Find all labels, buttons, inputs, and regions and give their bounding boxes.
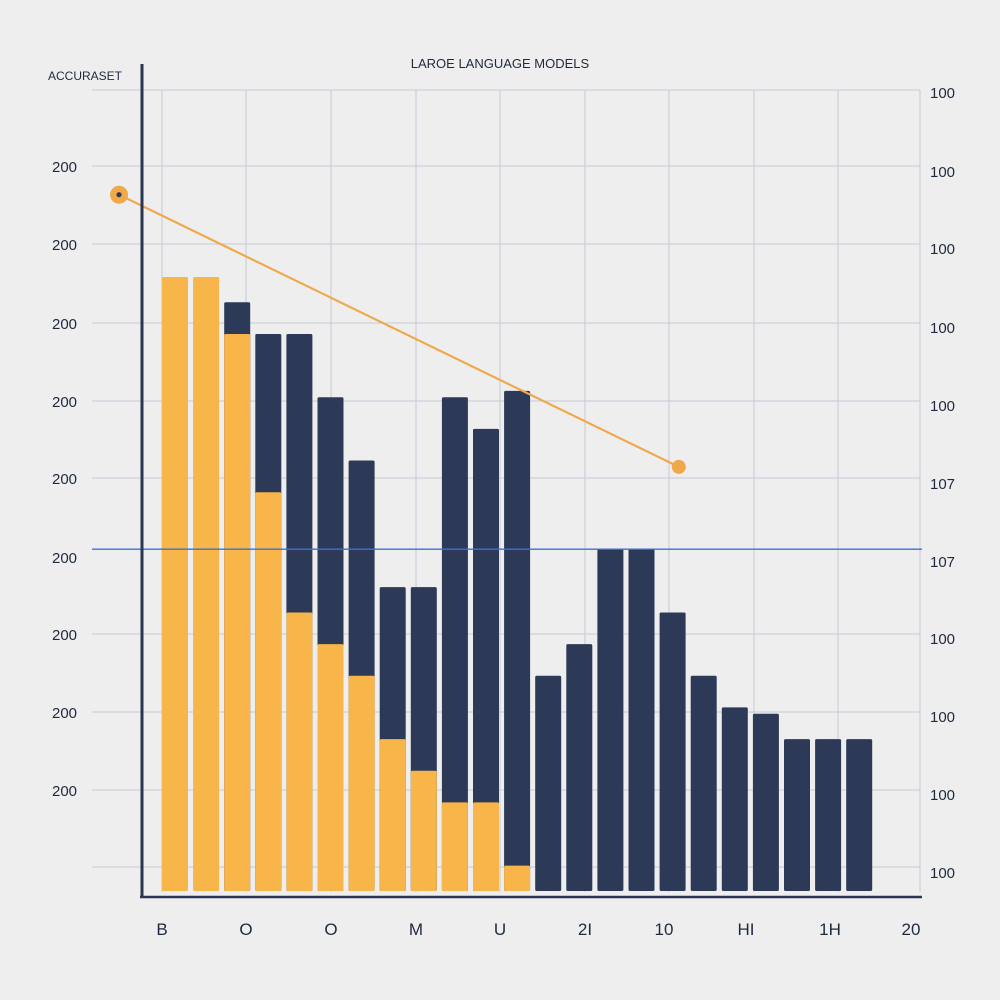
y-tick-label: 200 — [52, 159, 77, 176]
trend-end-point — [671, 459, 686, 474]
bar-orange — [441, 802, 468, 891]
x-tick-label: 1H — [819, 920, 841, 939]
bar-navy — [504, 390, 531, 891]
bar-orange — [286, 612, 313, 891]
y2-tick-label: 107 — [930, 554, 955, 571]
y2-tick-label: 107 — [930, 476, 955, 493]
x-tick-label: 10 — [655, 920, 674, 939]
bar-navy — [473, 428, 499, 891]
bar-orange — [224, 333, 251, 892]
y-tick-label: 200 — [52, 316, 77, 333]
y-axis-label: ACCURASET — [48, 69, 123, 83]
axes — [140, 64, 922, 899]
y2-tick-labels: 100 100 100 100 100 107 107 100 100 100 100 — [930, 85, 955, 882]
bar-navy — [535, 675, 562, 891]
y2-tick-label: 100 — [930, 865, 955, 882]
y-tick-label: 200 — [52, 394, 77, 411]
x-tick-label: 20 — [902, 920, 921, 939]
bar-navy — [441, 397, 468, 891]
bar-navy — [566, 644, 593, 891]
x-tick-label: B — [156, 920, 167, 939]
bar-orange — [317, 644, 344, 891]
y2-tick-label: 100 — [930, 85, 955, 102]
y-tick-label: 200 — [52, 705, 77, 722]
bar-orange — [193, 276, 220, 891]
x-tick-label: O — [324, 920, 337, 939]
y2-tick-label: 100 — [930, 398, 955, 415]
x-tick-labels: B O O M U 2I 10 HI 1H 20 — [156, 920, 920, 939]
bar-orange — [255, 492, 282, 891]
y-tick-label: 200 — [52, 550, 77, 567]
bar-orange — [410, 770, 437, 891]
y-tick-label: 200 — [52, 627, 77, 644]
y-tick-labels: 200 200 200 200 200 200 200 200 200 — [52, 159, 77, 800]
bar-navy — [628, 549, 655, 891]
bar-navy — [659, 612, 686, 891]
bar-navy — [721, 707, 748, 891]
x-tick-label: HI — [738, 920, 755, 939]
y-tick-label: 200 — [52, 783, 77, 800]
bar-orange — [379, 739, 406, 891]
y2-tick-label: 100 — [930, 631, 955, 648]
x-tick-label: U — [494, 920, 506, 939]
y-tick-label: 200 — [52, 471, 77, 488]
y2-tick-label: 100 — [930, 787, 955, 804]
y-tick-label: 200 — [52, 237, 77, 254]
trend-segment — [118, 193, 680, 468]
bar-navy — [690, 675, 717, 891]
bar-navy — [752, 713, 779, 891]
trend-start-dot — [116, 192, 122, 198]
x-tick-label: M — [409, 920, 423, 939]
y2-tick-label: 100 — [930, 320, 955, 337]
bars — [162, 276, 873, 892]
trend-line — [110, 185, 686, 474]
bar-orange — [504, 865, 531, 891]
x-tick-label: O — [239, 920, 252, 939]
y2-tick-label: 100 — [930, 709, 955, 726]
bar-orange — [473, 802, 499, 891]
y2-tick-label: 100 — [930, 164, 955, 181]
y2-tick-label: 100 — [930, 241, 955, 258]
bar-orange — [162, 276, 188, 891]
bar-navy — [815, 739, 842, 891]
bar-navy — [597, 549, 624, 891]
x-tick-label: 2I — [578, 920, 592, 939]
bar-navy — [846, 739, 873, 891]
bar-navy — [784, 739, 810, 891]
bar-orange — [348, 675, 375, 891]
chart-title: LAROE LANGUAGE MODELS — [411, 56, 590, 71]
